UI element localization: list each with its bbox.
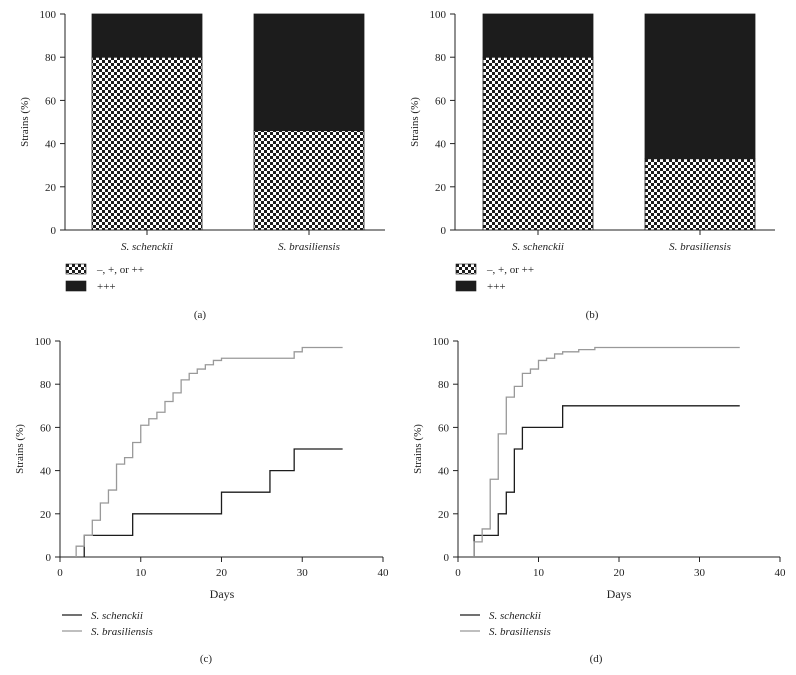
bar-segment	[644, 158, 756, 231]
y-axis-title: Strains (%)	[19, 97, 31, 147]
y-tick-label: 60	[438, 422, 450, 434]
x-tick-label: 10	[533, 567, 545, 579]
x-axis-title: Days	[607, 587, 632, 601]
bar-segment	[482, 13, 594, 58]
y-tick-label: 100	[40, 9, 57, 21]
x-tick-label: 40	[775, 567, 787, 579]
bar-segment	[482, 56, 594, 231]
panel-b: 0 20 40 60 80 100 Strains (%) S. schenckii S. br…	[409, 9, 775, 321]
series-line	[75, 346, 343, 557]
bar-segment	[253, 130, 365, 231]
y-tick-label: 100	[433, 336, 450, 348]
x-tick-label: 20	[614, 567, 626, 579]
legend-label: +++	[487, 281, 506, 293]
series-line	[473, 405, 740, 557]
y-tick-label: 80	[438, 379, 450, 391]
legend-label: S. brasiliensis	[489, 626, 551, 638]
x-tick-label: 0	[57, 567, 63, 579]
bar-segment	[91, 56, 203, 231]
legend-swatch	[65, 280, 87, 292]
series-line	[473, 346, 740, 557]
x-tick-label: 30	[297, 567, 309, 579]
panel-d: 0 20 40 60 80 100 Strains (%) 0 10 20 30 40 Days S. s…	[412, 336, 786, 665]
y-tick-label: 60	[45, 95, 57, 107]
y-tick-label: 20	[40, 509, 52, 521]
y-tick-label: 80	[435, 52, 447, 64]
y-tick-label: 20	[45, 182, 57, 194]
y-tick-label: 40	[40, 466, 52, 478]
y-tick-label: 100	[430, 9, 447, 21]
y-tick-label: 40	[435, 139, 447, 151]
y-tick-label: 20	[438, 509, 450, 521]
legend-swatch	[455, 263, 477, 275]
legend-label: –, +, or ++	[486, 264, 534, 276]
x-tick-label: 0	[455, 567, 461, 579]
y-tick-label: 60	[435, 95, 447, 107]
panel-label: (b)	[586, 309, 599, 321]
x-tick-label: 30	[694, 567, 706, 579]
legend-label: S. brasiliensis	[91, 626, 153, 638]
y-tick-label: 60	[40, 422, 52, 434]
legend-label: S. schenckii	[489, 610, 541, 622]
bar-segment	[253, 13, 365, 132]
y-axis-title: Strains (%)	[409, 97, 421, 147]
x-tick-label: S. schenckii	[512, 241, 564, 253]
legend-swatch	[65, 263, 87, 275]
y-tick-label: 80	[40, 379, 52, 391]
panel-label: (d)	[590, 653, 603, 665]
y-tick-label: 0	[46, 552, 52, 564]
y-tick-label: 20	[435, 182, 447, 194]
series-line	[83, 448, 343, 557]
y-axis-title: Strains (%)	[412, 424, 424, 474]
bar-segment	[91, 13, 203, 58]
y-axis-title: Strains (%)	[14, 424, 26, 474]
y-tick-label: 0	[441, 225, 447, 237]
legend-label: +++	[97, 281, 116, 293]
bar-segment	[644, 13, 756, 160]
y-tick-label: 0	[51, 225, 57, 237]
x-axis-title: Days	[210, 587, 235, 601]
legend-swatch	[455, 280, 477, 292]
legend-label: –, +, or ++	[96, 264, 144, 276]
panel-c: 0 20 40 60 80 100 Strains (%) 0 10 20 30 40 Days S. s…	[14, 336, 389, 665]
x-tick-label: 10	[135, 567, 147, 579]
panel-label: (a)	[194, 309, 207, 321]
x-tick-label: S. brasiliensis	[278, 241, 340, 253]
y-tick-label: 100	[35, 336, 52, 348]
x-tick-label: 20	[216, 567, 228, 579]
x-tick-label: S. schenckii	[121, 241, 173, 253]
panel-a: 0 20 40 60 80 100 Strains (%) S. schenckii S. br…	[19, 9, 385, 321]
y-tick-label: 40	[45, 139, 57, 151]
x-tick-label: 40	[378, 567, 390, 579]
legend-label: S. schenckii	[91, 610, 143, 622]
y-tick-label: 80	[45, 52, 57, 64]
panel-label: (c)	[200, 653, 213, 665]
y-tick-label: 0	[444, 552, 450, 564]
x-tick-label: S. brasiliensis	[669, 241, 731, 253]
y-tick-label: 40	[438, 466, 450, 478]
